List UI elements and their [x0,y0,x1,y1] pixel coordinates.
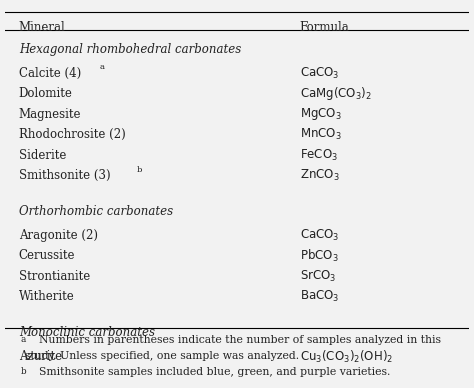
Text: Orthorhombic carbonates: Orthorhombic carbonates [18,205,173,218]
Text: $\mathrm{BaCO_3}$: $\mathrm{BaCO_3}$ [300,289,339,305]
Text: study. Unless specified, one sample was analyzed.: study. Unless specified, one sample was … [25,351,299,361]
Text: Calcite (4): Calcite (4) [18,66,81,80]
Text: $\mathrm{CaMg(CO_3)_2}$: $\mathrm{CaMg(CO_3)_2}$ [300,85,372,102]
Text: Azurite: Azurite [18,350,62,363]
Text: Numbers in parentheses indicate the number of samples analyzed in this: Numbers in parentheses indicate the numb… [39,335,441,345]
Text: $\mathrm{MgCO_3}$: $\mathrm{MgCO_3}$ [300,106,341,122]
Text: Rhodochrosite (2): Rhodochrosite (2) [18,128,126,141]
Text: b: b [21,367,27,376]
Text: a: a [100,63,105,71]
Text: $\mathrm{CaCO_3}$: $\mathrm{CaCO_3}$ [300,228,339,243]
Text: $\mathrm{CaCO_3}$: $\mathrm{CaCO_3}$ [300,66,339,81]
Text: Hexagonal rhombohedral carbonates: Hexagonal rhombohedral carbonates [18,43,241,56]
Text: b: b [137,166,142,174]
Text: $\mathrm{FeCO_3}$: $\mathrm{FeCO_3}$ [300,147,338,163]
Text: Magnesite: Magnesite [18,107,81,121]
Text: Smithsonite (3): Smithsonite (3) [18,169,110,182]
Text: Aragonite (2): Aragonite (2) [18,229,98,242]
Text: $\mathrm{PbCO_3}$: $\mathrm{PbCO_3}$ [300,248,338,264]
Text: $\mathrm{ZnCO_3}$: $\mathrm{ZnCO_3}$ [300,168,339,183]
Text: Cerussite: Cerussite [18,249,75,262]
Text: $\mathrm{MnCO_3}$: $\mathrm{MnCO_3}$ [300,127,341,142]
Text: Smithsonite samples included blue, green, and purple varieties.: Smithsonite samples included blue, green… [39,367,390,377]
Text: Strontianite: Strontianite [18,270,90,283]
Text: $\mathrm{SrCO_3}$: $\mathrm{SrCO_3}$ [300,269,336,284]
Text: Monoclinic carbonates: Monoclinic carbonates [18,326,155,340]
Text: $\mathrm{Cu_3(CO_3)_2(OH)_2}$: $\mathrm{Cu_3(CO_3)_2(OH)_2}$ [300,348,393,365]
Text: Dolomite: Dolomite [18,87,73,100]
Text: a: a [21,335,27,344]
Text: Formula: Formula [300,21,349,34]
Text: Witherite: Witherite [18,290,74,303]
Text: Siderite: Siderite [18,149,66,162]
Text: Mineral: Mineral [18,21,65,34]
